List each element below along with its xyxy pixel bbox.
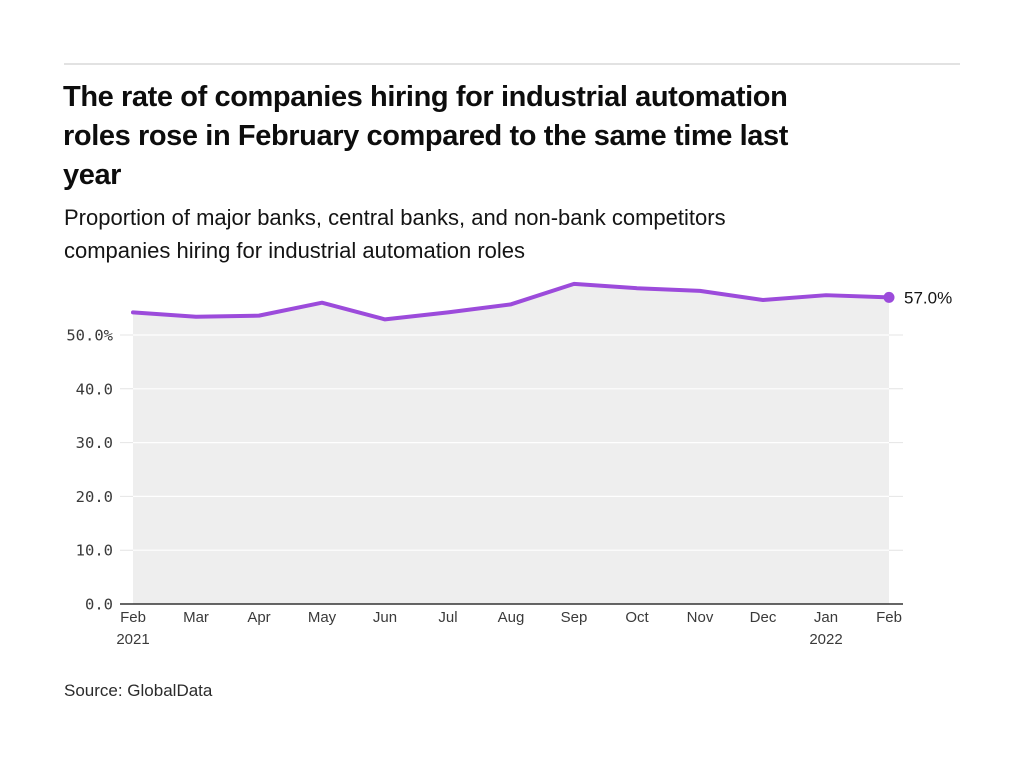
x-tick-label: Feb [876, 609, 902, 626]
y-tick-label: 0.0 [85, 596, 113, 614]
x-tick-label: Mar [183, 609, 209, 626]
x-tick-label: May [308, 609, 337, 626]
x-tick-label: Jun [373, 609, 397, 626]
page-title-line: year [63, 159, 122, 191]
x-tick-label: Sep [561, 609, 588, 626]
page-subtitle-line: companies hiring for industrial automati… [64, 238, 526, 263]
chart-area: 0.0 10.0 20.0 30.0 40.0 50.0% Feb 2021 Mar Apr May… [0, 268, 1024, 668]
page-title-line: roles rose in February compared to the s… [63, 120, 788, 152]
chart-svg: 0.0 10.0 20.0 30.0 40.0 50.0% Feb 2021 Mar Apr May… [66, 281, 952, 648]
x-tick-label: Jul [438, 609, 457, 626]
x-tick-year-label: 2022 [809, 631, 842, 648]
x-tick-label: Nov [687, 609, 714, 626]
top-divider [64, 63, 960, 65]
data-line [131, 281, 891, 322]
x-tick-label: Dec [750, 609, 777, 626]
x-tick-label: Apr [247, 609, 270, 626]
y-tick-label: 30.0 [76, 434, 113, 452]
x-tick-year-label: 2021 [116, 631, 149, 648]
x-tick-label: Oct [625, 609, 649, 626]
y-tick-label: 20.0 [76, 488, 113, 506]
page-subtitle-line: Proportion of major banks, central banks… [64, 205, 726, 230]
end-point-dot [883, 291, 895, 303]
y-tick-label: 10.0 [76, 542, 113, 560]
page-title-line: The rate of companies hiring for industr… [63, 81, 788, 113]
x-tick-label: Aug [498, 609, 525, 626]
end-value-label: 57.0% [904, 288, 952, 307]
source-note: Source: GlobalData [64, 681, 213, 700]
page-title: The rate of companies hiring for industr… [63, 78, 933, 195]
y-tick-label: 50.0% [66, 327, 113, 345]
x-tick-label: Feb [120, 609, 146, 626]
y-tick-label: 40.0 [76, 380, 113, 398]
area-fill [133, 283, 889, 604]
x-tick-label: Jan [814, 609, 838, 626]
page-subtitle: Proportion of major banks, central banks… [64, 201, 884, 267]
